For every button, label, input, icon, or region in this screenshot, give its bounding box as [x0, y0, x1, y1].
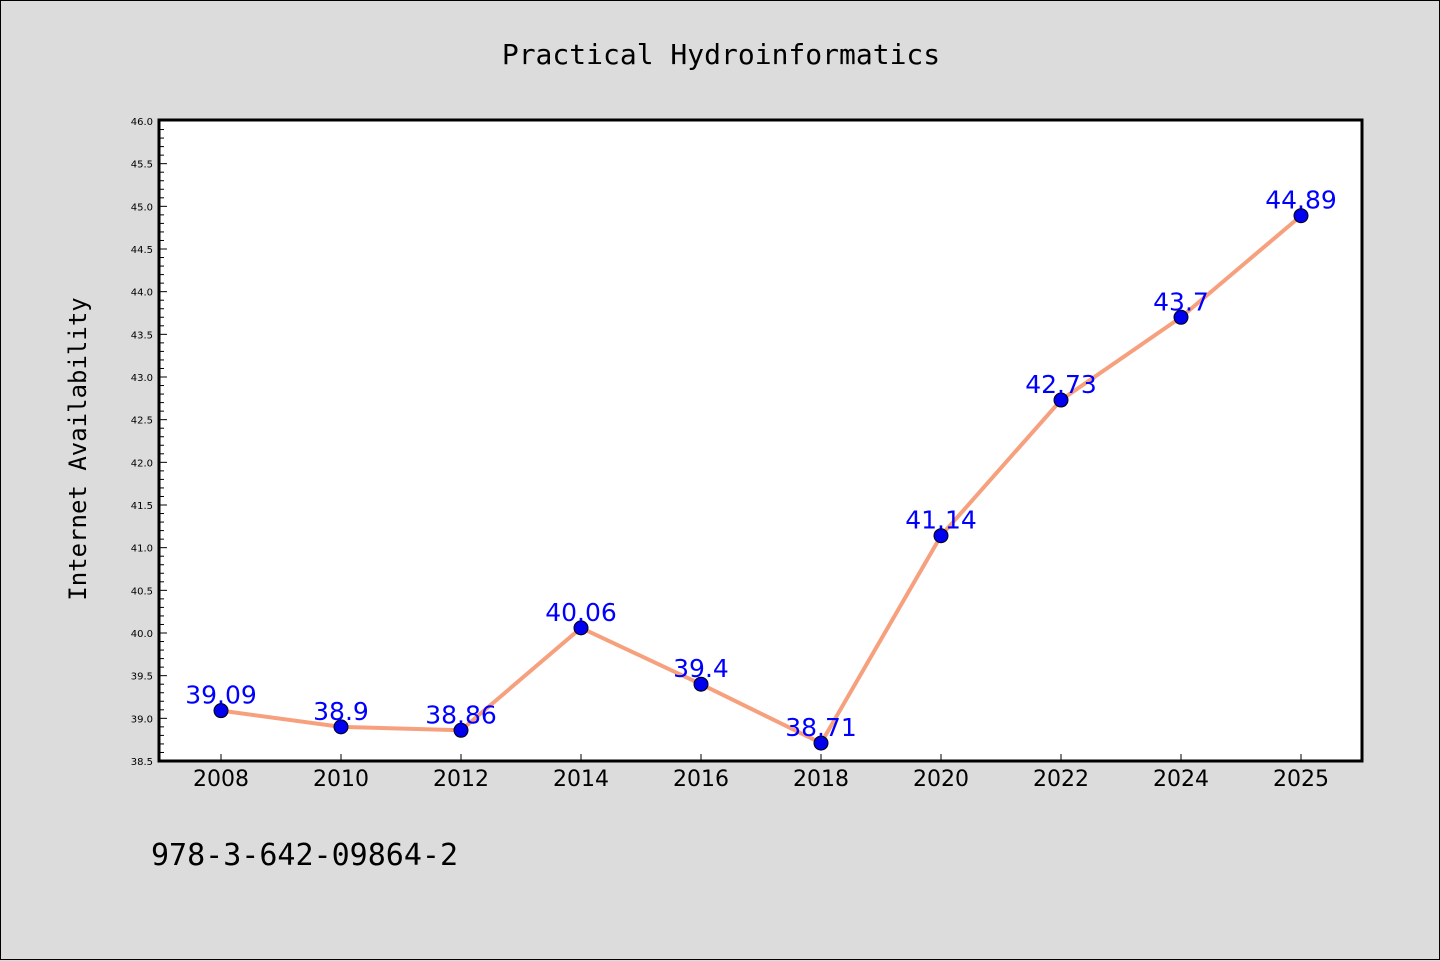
y-tick-label: 38.5 [131, 757, 153, 768]
series-line [220, 214, 1303, 746]
x-axis: 2008 2010 2012 2014 2016 2018 2020 2022 2024 2025 [193, 754, 1329, 792]
y-tick-label: 44.0 [131, 288, 153, 299]
data-label: 38.71 [785, 713, 857, 742]
data-label: 42.73 [1025, 370, 1097, 399]
data-label: 39.4 [673, 654, 729, 683]
data-point [933, 528, 949, 544]
data-label: 41.14 [905, 506, 977, 535]
data-point [693, 676, 709, 692]
data-label: 39.09 [185, 681, 257, 710]
y-tick-label: 42.0 [131, 458, 153, 469]
x-tick-label: 2020 [913, 767, 969, 792]
data-label: 38.9 [313, 697, 369, 726]
data-point [813, 735, 829, 751]
data-point [1293, 208, 1309, 224]
data-point [1173, 309, 1189, 325]
y-tick-label: 43.5 [131, 330, 153, 341]
y-tick-label: 40.0 [131, 629, 153, 640]
y-tick-label: 46.0 [131, 117, 153, 128]
x-tick-label: 2008 [193, 767, 249, 792]
data-label: 44.89 [1265, 186, 1337, 215]
y-axis-label: Internet Availability [64, 297, 92, 600]
data-points [213, 208, 1309, 751]
x-tick-label: 2016 [673, 767, 729, 792]
x-tick-label: 2012 [433, 767, 489, 792]
data-label: 38.86 [425, 700, 497, 729]
y-tick-label: 39.5 [131, 672, 153, 683]
data-point [573, 620, 589, 636]
data-point [333, 719, 349, 735]
data-labels: 39.09 38.9 38.86 40.06 39.4 38.71 41.14 42.73 43… [185, 186, 1337, 742]
data-label: 43.7 [1153, 287, 1209, 316]
y-tick-label: 44.5 [131, 245, 153, 256]
data-point [213, 703, 229, 719]
y-tick-label: 40.5 [131, 586, 153, 597]
plot-area [157, 118, 1364, 763]
y-tick-label: 43.0 [131, 373, 153, 384]
y-tick-label: 45.5 [131, 160, 153, 171]
data-point [453, 722, 469, 738]
y-axis: 38.5 39.0 39.5 40.0 40.5 41.0 41.5 42.0 42.5 43.0… [131, 117, 167, 768]
y-tick-label: 45.0 [131, 202, 153, 213]
y-tick-label: 41.0 [131, 544, 153, 555]
x-tick-label: 2018 [793, 767, 849, 792]
y-tick-label: 41.5 [131, 501, 153, 512]
x-tick-label: 2010 [313, 767, 369, 792]
footer-isbn: 978-3-642-09864-2 [151, 838, 458, 873]
x-tick-label: 2014 [553, 767, 609, 792]
data-label: 40.06 [545, 598, 617, 627]
data-point [1053, 392, 1069, 408]
x-tick-label: 2025 [1273, 767, 1329, 792]
y-tick-label: 39.0 [131, 714, 153, 725]
y-tick-label: 42.5 [131, 416, 153, 427]
chart-title: Practical Hydroinformatics [502, 38, 940, 71]
x-tick-label: 2024 [1153, 767, 1209, 792]
x-tick-label: 2022 [1033, 767, 1089, 792]
